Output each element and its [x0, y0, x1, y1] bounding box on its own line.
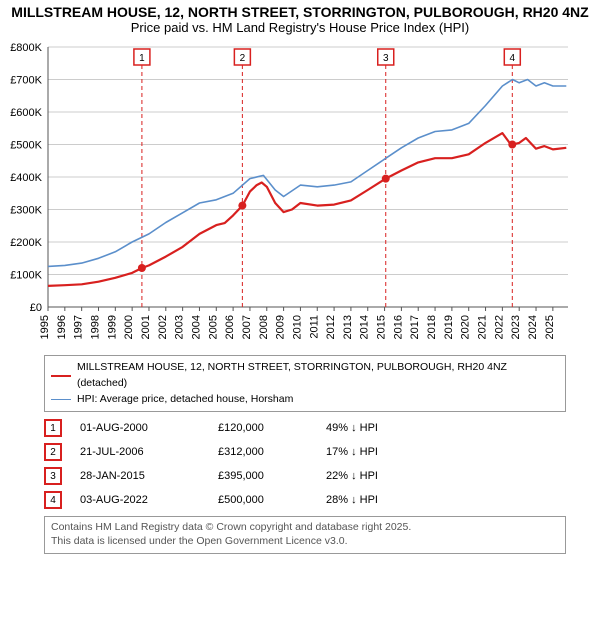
svg-text:2014: 2014: [359, 315, 371, 339]
svg-text:2011: 2011: [308, 315, 320, 339]
sale-marker-box: 1: [44, 419, 62, 437]
legend-swatch: [51, 375, 71, 377]
sales-row: 4 03-AUG-2022 £500,000 28% ↓ HPI: [44, 488, 566, 512]
price-chart-svg: £0 £100K £200K £300K £400K £500K £600K £700K £80…: [0, 39, 600, 349]
sales-table: 1 01-AUG-2000 £120,000 49% ↓ HPI 2 21-JUL-200…: [44, 416, 566, 512]
svg-text:1997: 1997: [73, 315, 85, 339]
svg-text:£0: £0: [30, 302, 42, 314]
svg-text:2005: 2005: [207, 315, 219, 339]
svg-text:2001: 2001: [140, 315, 152, 339]
chart-container: { "header": { "address": "MILLSTREAM HOU…: [0, 0, 600, 554]
legend-label: HPI: Average price, detached house, Hors…: [77, 392, 293, 408]
svg-text:2020: 2020: [460, 315, 472, 339]
svg-text:1: 1: [139, 53, 145, 64]
svg-text:2004: 2004: [190, 315, 202, 339]
svg-text:£700K: £700K: [10, 75, 42, 87]
chart-title: MILLSTREAM HOUSE, 12, NORTH STREET, STOR…: [0, 0, 600, 20]
svg-text:2012: 2012: [325, 315, 337, 339]
svg-text:2009: 2009: [275, 315, 287, 339]
svg-text:1999: 1999: [106, 315, 118, 339]
sale-price: £120,000: [218, 422, 308, 434]
svg-text:2018: 2018: [426, 315, 438, 339]
legend-item: MILLSTREAM HOUSE, 12, NORTH STREET, STOR…: [51, 360, 559, 392]
svg-text:1996: 1996: [56, 315, 68, 339]
svg-text:2013: 2013: [342, 315, 354, 339]
sale-date: 03-AUG-2022: [80, 494, 200, 506]
legend-item: HPI: Average price, detached house, Hors…: [51, 392, 559, 408]
sale-delta: 17% ↓ HPI: [326, 446, 378, 458]
svg-text:2008: 2008: [258, 315, 270, 339]
svg-text:£500K: £500K: [10, 140, 42, 152]
sale-marker-box: 4: [44, 491, 62, 509]
chart-plot-area: £0 £100K £200K £300K £400K £500K £600K £700K £80…: [0, 39, 600, 349]
legend-swatch: [51, 399, 71, 400]
svg-text:2007: 2007: [241, 315, 253, 339]
sales-row: 1 01-AUG-2000 £120,000 49% ↓ HPI: [44, 416, 566, 440]
svg-text:1998: 1998: [89, 315, 101, 339]
sale-price: £395,000: [218, 470, 308, 482]
svg-text:2019: 2019: [443, 315, 455, 339]
chart-subtitle: Price paid vs. HM Land Registry's House …: [0, 20, 600, 39]
legend: MILLSTREAM HOUSE, 12, NORTH STREET, STOR…: [44, 355, 566, 412]
svg-text:2003: 2003: [174, 315, 186, 339]
license-line-1: Contains HM Land Registry data © Crown c…: [51, 521, 559, 535]
sale-date: 01-AUG-2000: [80, 422, 200, 434]
svg-text:2016: 2016: [392, 315, 404, 339]
svg-text:£100K: £100K: [10, 270, 42, 282]
sale-price: £500,000: [218, 494, 308, 506]
svg-text:4: 4: [510, 53, 516, 64]
sale-delta: 28% ↓ HPI: [326, 494, 378, 506]
svg-text:£600K: £600K: [10, 107, 42, 119]
svg-text:2017: 2017: [409, 315, 421, 339]
svg-text:2002: 2002: [157, 315, 169, 339]
sale-date: 21-JUL-2006: [80, 446, 200, 458]
license-notice: Contains HM Land Registry data © Crown c…: [44, 516, 566, 553]
sales-row: 2 21-JUL-2006 £312,000 17% ↓ HPI: [44, 440, 566, 464]
legend-label: MILLSTREAM HOUSE, 12, NORTH STREET, STOR…: [77, 360, 559, 392]
svg-text:£200K: £200K: [10, 237, 42, 249]
svg-text:2: 2: [240, 53, 246, 64]
sale-delta: 49% ↓ HPI: [326, 422, 378, 434]
sale-price: £312,000: [218, 446, 308, 458]
svg-text:2022: 2022: [493, 315, 505, 339]
sale-marker-box: 2: [44, 443, 62, 461]
sale-date: 28-JAN-2015: [80, 470, 200, 482]
svg-text:2023: 2023: [510, 315, 522, 339]
svg-text:2025: 2025: [544, 315, 556, 339]
svg-text:2000: 2000: [123, 315, 135, 339]
svg-text:£300K: £300K: [10, 205, 42, 217]
svg-text:2010: 2010: [291, 315, 303, 339]
svg-text:£800K: £800K: [10, 42, 42, 54]
svg-text:2006: 2006: [224, 315, 236, 339]
svg-text:2015: 2015: [376, 315, 388, 339]
sale-marker-box: 3: [44, 467, 62, 485]
svg-text:2024: 2024: [527, 315, 539, 339]
svg-text:2021: 2021: [477, 315, 489, 339]
sales-row: 3 28-JAN-2015 £395,000 22% ↓ HPI: [44, 464, 566, 488]
svg-text:£400K: £400K: [10, 172, 42, 184]
license-line-2: This data is licensed under the Open Gov…: [51, 535, 559, 549]
svg-text:1995: 1995: [39, 315, 51, 339]
svg-text:3: 3: [383, 53, 389, 64]
sale-delta: 22% ↓ HPI: [326, 470, 378, 482]
